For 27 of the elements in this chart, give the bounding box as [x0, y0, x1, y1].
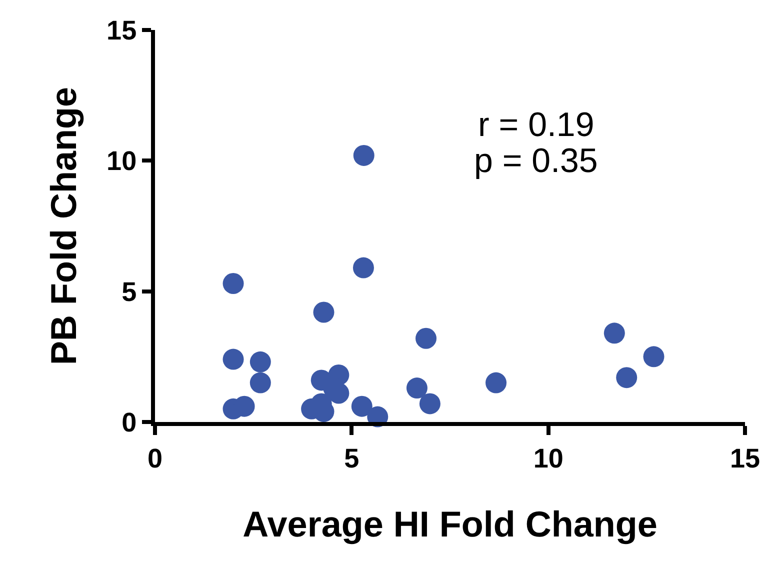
x-tick-label: 0 [147, 443, 163, 474]
point [604, 322, 625, 344]
x-tick-label: 15 [730, 443, 760, 474]
point [419, 393, 440, 414]
point [486, 372, 507, 394]
x-tick-label: 5 [344, 443, 360, 474]
point [313, 302, 334, 323]
point [222, 272, 244, 294]
point [616, 367, 638, 388]
annotation: p = 0.35 [474, 142, 598, 180]
point [351, 396, 372, 417]
point [643, 346, 664, 368]
point [353, 144, 374, 166]
point [250, 351, 271, 372]
x-tick-label: 10 [533, 443, 564, 474]
x-axis-title: Average HI Fold Change [242, 504, 658, 545]
y-axis-title: PB Fold Change [42, 87, 84, 365]
point [222, 348, 244, 370]
y-tick-label: 0 [122, 407, 137, 438]
y-tick-label: 5 [122, 276, 137, 307]
point [416, 328, 437, 349]
point [352, 257, 374, 278]
point [250, 372, 271, 394]
y-tick-label: 15 [106, 15, 137, 46]
point [406, 378, 428, 399]
annotation: r = 0.19 [478, 106, 594, 144]
y-tick-label: 10 [106, 146, 137, 176]
